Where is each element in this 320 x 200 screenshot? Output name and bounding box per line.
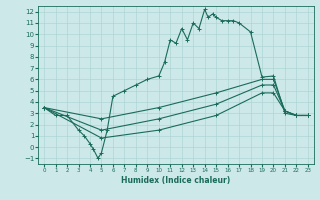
X-axis label: Humidex (Indice chaleur): Humidex (Indice chaleur) [121, 176, 231, 185]
